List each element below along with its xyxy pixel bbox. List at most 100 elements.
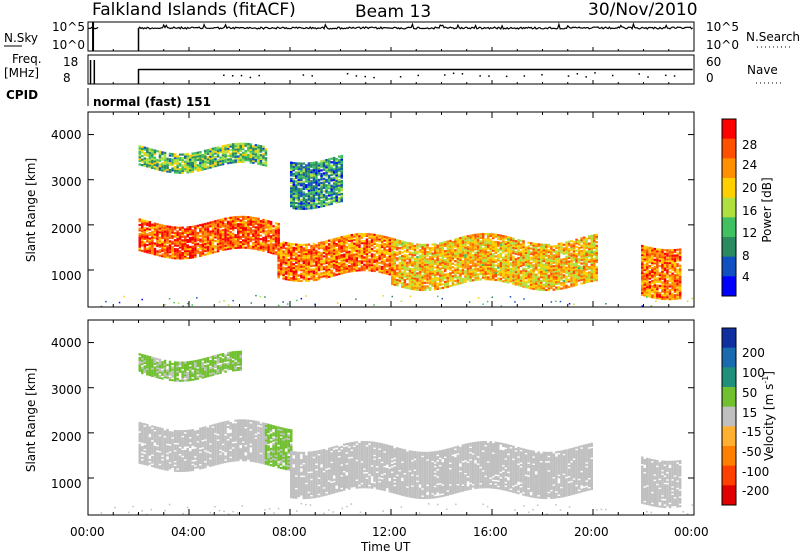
heatmap-cell [197,248,200,250]
heatmap-cell [530,248,533,250]
heatmap-cell [661,281,664,283]
power-heatmap [101,143,693,308]
heatmap-cell [330,270,333,272]
heatmap-cell [194,152,197,154]
heatmap-cell [679,281,682,283]
heatmap-cell [338,237,341,239]
heatmap-cell [300,244,303,246]
heatmap-cell [252,242,255,244]
heatmap-cell [262,162,265,164]
heatmap-cell [442,242,445,244]
heatmap-cell [580,244,583,246]
freq-trace [88,60,694,84]
heatmap-cell [341,254,344,256]
heatmap-cell [255,217,258,219]
heatmap-cell [169,164,172,166]
heatmap-cell [505,241,508,243]
heatmap-cell [260,238,263,240]
heatmap-cell [217,146,220,148]
heatmap-cell [651,280,654,282]
heatmap-cell [272,243,275,245]
heatmap-cell [242,239,245,241]
heatmap-cell [199,239,202,241]
heatmap-cell [308,244,311,246]
heatmap-cell [320,160,323,162]
heatmap-cell [492,233,495,235]
heatmap-cell [479,260,482,262]
heatmap-cell [661,249,664,251]
heatmap-cell [588,259,591,261]
nave-dot [568,75,570,77]
heatmap-cell [202,224,205,226]
heatmap-cell [199,224,202,226]
heatmap-cell [394,253,397,255]
heatmap-cell [674,280,677,282]
heatmap-cell [585,252,588,254]
heatmap-cell [146,158,149,160]
heatmap-cell [525,268,528,270]
heatmap-cell [527,245,530,247]
heatmap-cell [275,244,278,246]
heatmap-cell [335,248,338,250]
heatmap-cell [553,249,556,251]
heatmap-cell [404,254,407,256]
heatmap-cell [272,229,275,231]
heatmap-cell [320,252,323,254]
heatmap-cell [144,161,147,163]
heatmap-cell [593,251,596,253]
heatmap-cell [573,250,576,252]
heatmap-cell [214,147,217,149]
heatmap-cell [368,259,371,261]
heatmap-cell [290,203,293,205]
heatmap-cell [495,255,498,257]
heatmap-cell [161,157,164,159]
heatmap-cell [444,281,447,283]
heatmap-cell [242,157,245,159]
heatmap-cell [214,251,217,253]
heatmap-cell [474,234,477,236]
heatmap-cell [560,273,563,275]
heatmap-cell [373,265,376,267]
heatmap-cell [212,250,215,252]
heatmap-cell [237,216,240,218]
heatmap-cell [669,294,672,296]
heatmap-cell [447,242,450,244]
nsky-left-tick-top: 10^5 [52,20,85,34]
heatmap-cell [159,151,162,153]
heatmap-cell [305,199,308,201]
heatmap-cell [641,276,644,278]
heatmap-cell [315,190,318,192]
heatmap-cell [245,247,248,249]
heatmap-cell [414,245,417,247]
heatmap-cell [300,280,303,282]
heatmap-cell [661,294,664,296]
heatmap-cell [454,264,457,266]
heatmap-cell [320,267,323,269]
heatmap-cell [224,218,227,220]
heatmap-cell [674,249,677,251]
heatmap-cell [298,199,301,201]
heatmap-cell [330,239,333,241]
heatmap-cell [310,180,313,182]
heatmap-cell [181,239,184,241]
heatmap-cell [583,237,586,239]
heatmap-cell [416,256,419,258]
heatmap-cell [646,266,649,268]
heatmap-cell [171,168,174,170]
heatmap-cell [452,270,455,272]
heatmap-cell [151,224,154,226]
heatmap-cell [242,143,245,145]
heatmap-cell [295,202,298,204]
heatmap-cell [159,233,162,235]
heatmap-cell [477,273,480,275]
heatmap-cell [396,254,399,256]
heatmap-cell [320,169,323,171]
heatmap-cell [406,283,409,285]
heatmap-cell [293,258,296,260]
heatmap-cell [265,157,268,159]
heatmap-cell [232,216,235,218]
heatmap-cell [532,264,535,266]
heatmap-cell [505,254,508,256]
heatmap-cell [179,229,182,231]
heatmap-cell [578,240,581,242]
